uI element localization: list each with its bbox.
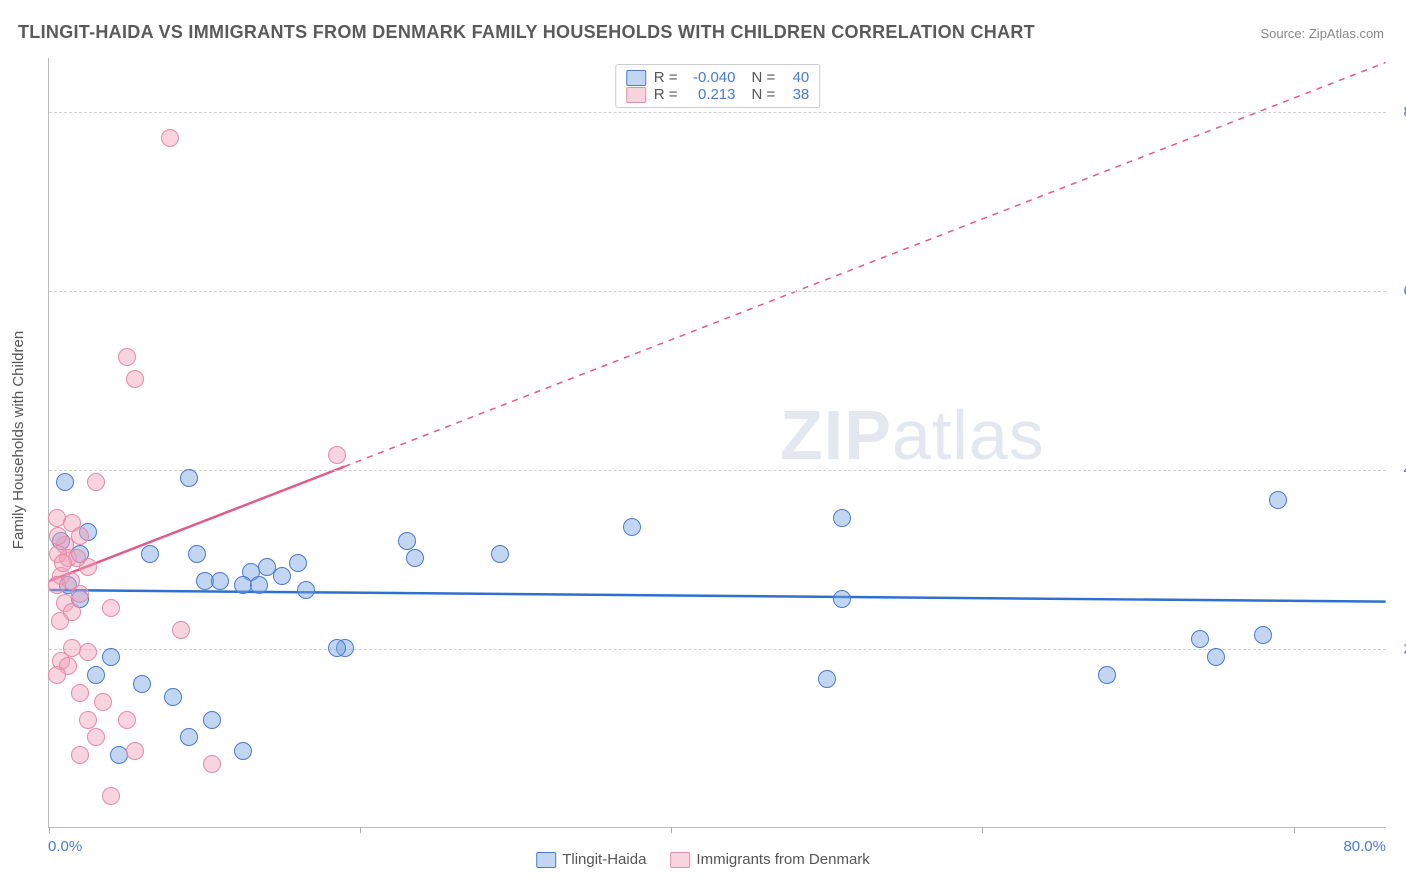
data-point	[48, 666, 66, 684]
data-point	[1254, 626, 1272, 644]
data-point	[1269, 491, 1287, 509]
data-point	[161, 129, 179, 147]
data-point	[180, 469, 198, 487]
data-point	[126, 370, 144, 388]
data-point	[49, 527, 67, 545]
stat-r-label: R =	[654, 86, 678, 103]
chart-title: TLINGIT-HAIDA VS IMMIGRANTS FROM DENMARK…	[18, 22, 1035, 43]
y-tick-label: 40.0%	[1392, 461, 1406, 478]
data-point	[118, 348, 136, 366]
data-point	[102, 648, 120, 666]
data-point	[188, 545, 206, 563]
legend-label: Tlingit-Haida	[562, 851, 646, 868]
x-tick	[1294, 827, 1295, 833]
y-tick-label: 20.0%	[1392, 640, 1406, 657]
data-point	[211, 572, 229, 590]
x-axis-right-label: 80.0%	[1343, 838, 1386, 855]
y-tick-label: 60.0%	[1392, 282, 1406, 299]
bottom-legend-item: Immigrants from Denmark	[670, 851, 869, 868]
data-point	[234, 742, 252, 760]
data-point	[51, 612, 69, 630]
data-point	[54, 554, 72, 572]
stats-legend: R = -0.040 N = 40 R = 0.213 N = 38	[615, 64, 821, 108]
legend-swatch	[626, 87, 646, 103]
gridline	[49, 470, 1386, 471]
data-point	[56, 473, 74, 491]
data-point	[623, 518, 641, 536]
data-point	[126, 742, 144, 760]
data-point	[180, 728, 198, 746]
gridline	[49, 291, 1386, 292]
data-point	[71, 746, 89, 764]
stat-n-label: N =	[752, 69, 776, 86]
trend-line-dashed	[345, 62, 1386, 466]
bottom-legend: Tlingit-Haida Immigrants from Denmark	[536, 851, 870, 868]
data-point	[818, 670, 836, 688]
data-point	[71, 684, 89, 702]
data-point	[289, 554, 307, 572]
stat-r-value: 0.213	[686, 86, 736, 103]
data-point	[250, 576, 268, 594]
legend-swatch	[536, 852, 556, 868]
trend-lines-svg	[49, 58, 1386, 827]
data-point	[87, 473, 105, 491]
data-point	[87, 666, 105, 684]
y-tick-label: 80.0%	[1392, 103, 1406, 120]
x-tick	[671, 827, 672, 833]
x-axis-left-label: 0.0%	[48, 838, 82, 855]
data-point	[203, 755, 221, 773]
data-point	[1098, 666, 1116, 684]
gridline	[49, 112, 1386, 113]
x-tick	[982, 827, 983, 833]
data-point	[141, 545, 159, 563]
data-point	[79, 711, 97, 729]
legend-swatch	[670, 852, 690, 868]
x-tick	[360, 827, 361, 833]
plot-area: R =-0.040N =40R =0.213N =38 20.0%40.0%60…	[48, 58, 1386, 828]
data-point	[48, 576, 66, 594]
stats-legend-row: R = 0.213 N = 38	[626, 86, 810, 103]
legend-label: Immigrants from Denmark	[696, 851, 869, 868]
data-point	[203, 711, 221, 729]
data-point	[79, 643, 97, 661]
data-point	[297, 581, 315, 599]
data-point	[87, 728, 105, 746]
stat-r-label: R =	[654, 69, 678, 86]
data-point	[118, 711, 136, 729]
data-point	[406, 549, 424, 567]
bottom-legend-item: Tlingit-Haida	[536, 851, 646, 868]
data-point	[94, 693, 112, 711]
data-point	[172, 621, 190, 639]
trend-line-solid	[49, 590, 1385, 602]
data-point	[328, 446, 346, 464]
data-point	[833, 509, 851, 527]
gridline	[49, 649, 1386, 650]
data-point	[273, 567, 291, 585]
data-point	[133, 675, 151, 693]
y-axis-label: Family Households with Children	[10, 331, 27, 549]
data-point	[328, 639, 346, 657]
stat-r-value: -0.040	[686, 69, 736, 86]
data-point	[1191, 630, 1209, 648]
data-point	[833, 590, 851, 608]
data-point	[102, 599, 120, 617]
data-point	[71, 585, 89, 603]
data-point	[1207, 648, 1225, 666]
legend-swatch	[626, 70, 646, 86]
x-tick	[49, 827, 50, 833]
data-point	[102, 787, 120, 805]
source-attribution: Source: ZipAtlas.com	[1260, 26, 1384, 41]
data-point	[164, 688, 182, 706]
data-point	[491, 545, 509, 563]
data-point	[398, 532, 416, 550]
stat-n-value: 38	[783, 86, 809, 103]
data-point	[71, 527, 89, 545]
stat-n-value: 40	[783, 69, 809, 86]
stat-n-label: N =	[752, 86, 776, 103]
stats-legend-row: R = -0.040 N = 40	[626, 69, 810, 86]
